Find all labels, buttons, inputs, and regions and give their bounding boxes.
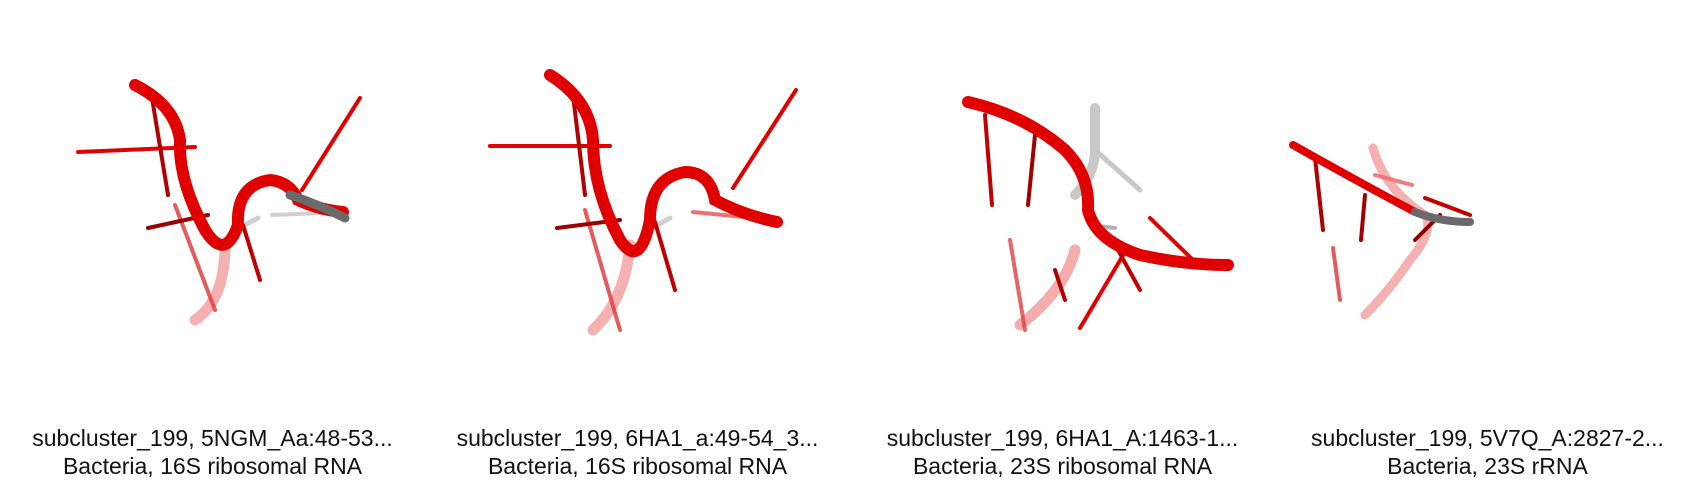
structure-organism: Bacteria, 16S ribosomal RNA [487, 453, 788, 479]
structure-caption: subcluster_199, 6HA1_a:49-54_3... Bacter… [425, 424, 850, 480]
structure-title: subcluster_199, 5V7Q_A:2827-2... [1311, 425, 1664, 451]
structure-organism: Bacteria, 16S ribosomal RNA [62, 453, 363, 479]
structure-organism: Bacteria, 23S ribosomal RNA [912, 453, 1213, 479]
structure-title: subcluster_199, 6HA1_A:1463-1... [886, 425, 1239, 451]
structure-panel[interactable]: subcluster_199, 6HA1_A:1463-1... Bacteri… [850, 0, 1275, 480]
rna-structure-render [76, 79, 362, 326]
rna-structure-render [488, 69, 798, 336]
rna-structure-render [962, 96, 1234, 332]
structure-panel[interactable]: subcluster_199, 5NGM_Aa:48-53... Bacteri… [0, 0, 425, 480]
structure-caption: subcluster_199, 6HA1_A:1463-1... Bacteri… [850, 424, 1275, 480]
structure-panel[interactable]: subcluster_199, 5V7Q_A:2827-2... Bacteri… [1275, 0, 1700, 480]
structure-organism: Bacteria, 23S rRNA [1387, 453, 1588, 479]
structure-title: subcluster_199, 6HA1_a:49-54_3... [456, 425, 819, 451]
structure-panel[interactable]: subcluster_199, 6HA1_a:49-54_3... Bacter… [425, 0, 850, 480]
structure-caption: subcluster_199, 5V7Q_A:2827-2... Bacteri… [1275, 424, 1700, 480]
structure-caption: subcluster_199, 5NGM_Aa:48-53... Bacteri… [0, 424, 425, 480]
structure-title: subcluster_199, 5NGM_Aa:48-53... [32, 425, 393, 451]
rna-structure-render [1289, 141, 1474, 320]
